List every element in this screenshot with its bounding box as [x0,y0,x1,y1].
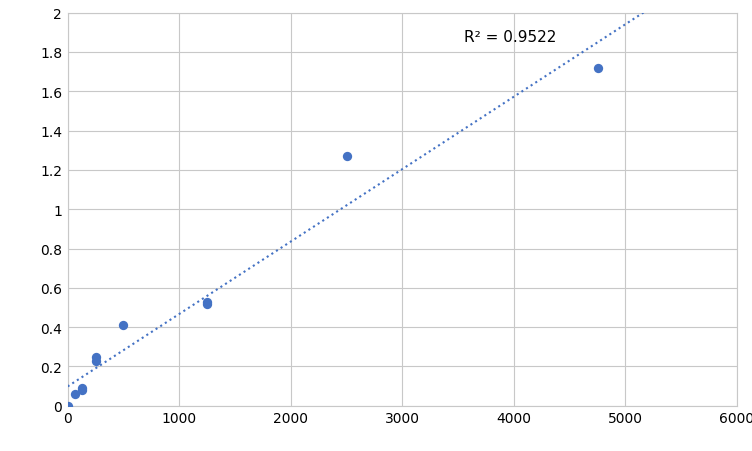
Point [201,300,213,308]
Point [341,153,353,161]
Point [76,387,88,394]
Point [89,357,102,364]
Point [117,322,129,329]
Text: R² = 0.9522: R² = 0.9522 [464,30,556,45]
Point [592,65,604,72]
Point [201,298,213,305]
Point [62,402,74,410]
Point [76,385,88,392]
Point [68,391,80,398]
Point [89,353,102,360]
